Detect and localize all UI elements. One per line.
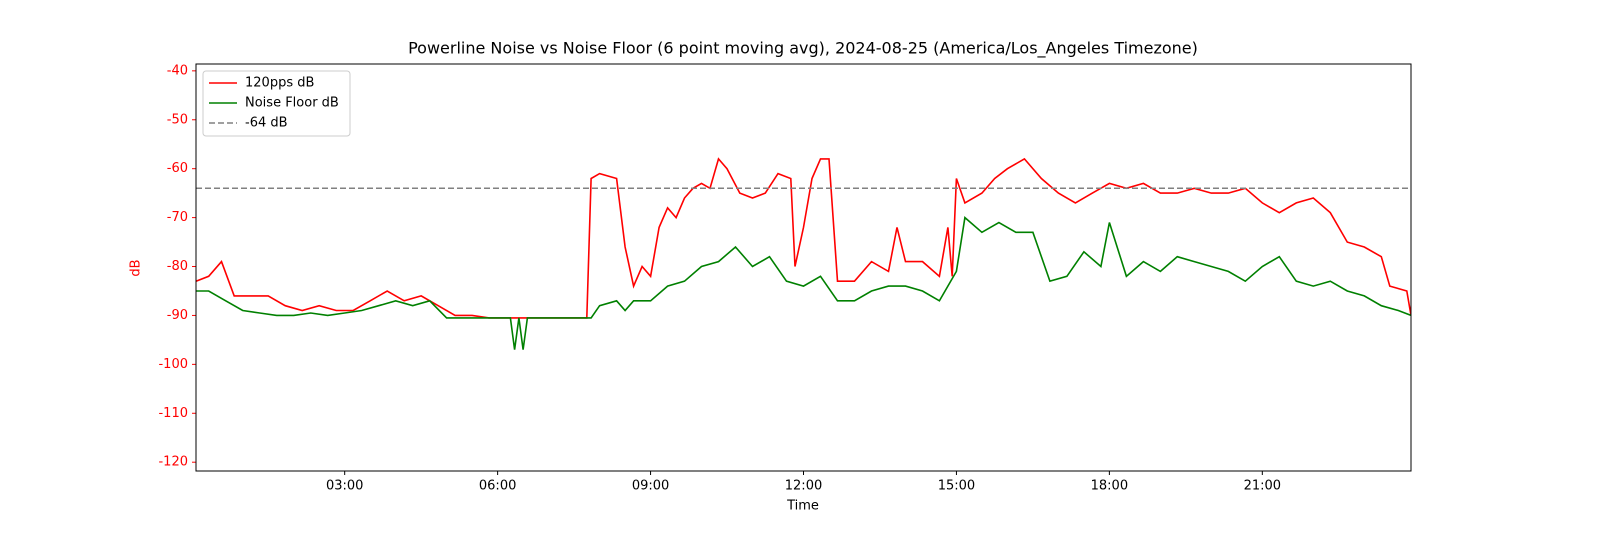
chart-title: Powerline Noise vs Noise Floor (6 point … bbox=[408, 39, 1198, 59]
y-tick-label: -90 bbox=[167, 308, 188, 323]
legend-box bbox=[202, 70, 351, 137]
x-tick-label: 03:00 bbox=[326, 479, 363, 494]
y-tick-label: -50 bbox=[167, 112, 188, 127]
x-tick-label: 12:00 bbox=[785, 479, 822, 494]
x-tick-label: 06:00 bbox=[479, 479, 516, 494]
x-tick-label: 15:00 bbox=[938, 479, 975, 494]
y-tick-label: -40 bbox=[167, 63, 188, 78]
line-series bbox=[196, 157, 1411, 319]
legend-label: Noise Floor dB bbox=[245, 96, 339, 111]
y-tick-label: -80 bbox=[167, 259, 188, 274]
plot-frame bbox=[195, 63, 1412, 472]
x-axis-label: Time bbox=[786, 499, 819, 514]
legend-label: -64 dB bbox=[245, 116, 288, 131]
y-tick-label: -110 bbox=[158, 406, 188, 421]
y-tick-label: -100 bbox=[158, 357, 188, 372]
y-tick-label: -60 bbox=[167, 161, 188, 176]
x-tick-label: 09:00 bbox=[632, 479, 669, 494]
plot bbox=[196, 157, 1411, 350]
x-tick-label: 18:00 bbox=[1091, 479, 1128, 494]
y-tick-label: -120 bbox=[158, 455, 188, 470]
y-axis-label: dB bbox=[129, 259, 144, 276]
x-tick-label: 21:00 bbox=[1244, 479, 1281, 494]
line-series bbox=[196, 216, 1411, 350]
y-tick-label: -70 bbox=[167, 210, 188, 225]
legend-label: 120pps dB bbox=[245, 76, 314, 91]
